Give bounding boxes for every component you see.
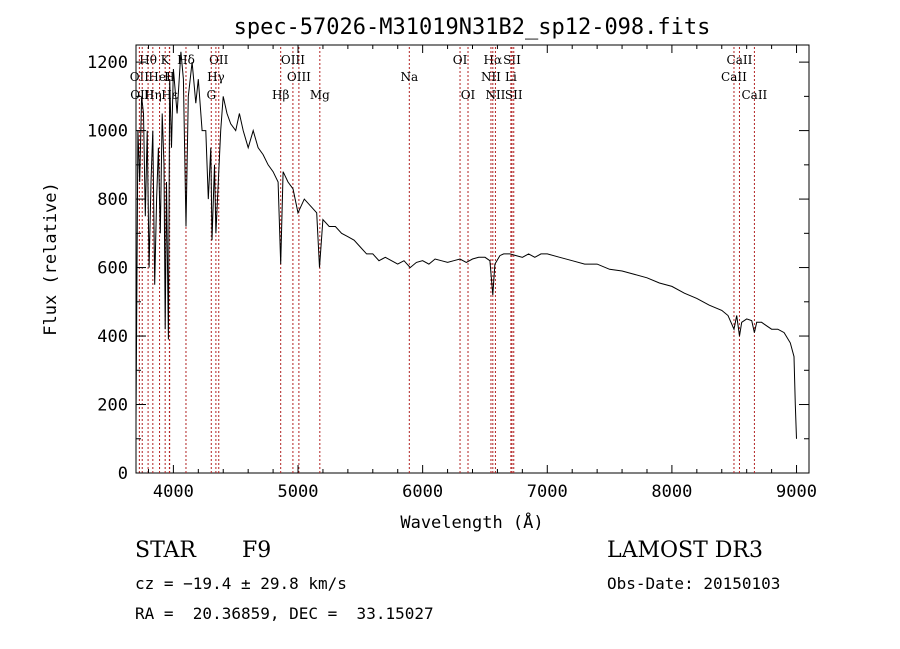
x-axis-label: Wavelength (Å) [400,511,543,533]
y-axis-label: Flux (relative) [41,182,61,336]
line-label: Hβ [272,88,289,102]
y-tick-label: 800 [97,190,128,210]
y-tick-label: 1000 [87,122,128,142]
line-label: SII [503,53,521,67]
y-tick-label: 400 [97,327,128,347]
line-label: Hη [144,88,162,102]
line-label: NII [481,70,501,84]
line-label: Hγ [207,70,225,84]
y-tick-label: 600 [97,259,128,279]
line-label: OI [461,88,476,102]
x-tick-label: 6000 [402,482,443,502]
line-label: OII [130,70,150,84]
line-label: OII [209,53,229,67]
line-label: CaII [727,53,753,67]
line-label: OI [453,53,468,67]
class-label: STAR [135,538,196,563]
line-label: G [206,88,216,102]
redshift-text: cz = −19.4 ± 29.8 km/s [135,574,347,593]
axis-ticks: 4000 5000 6000 7000 8000 9000 0 200 400 600 800 100… [87,45,817,502]
y-tick-label: 200 [97,396,128,416]
line-label: NII [485,88,505,102]
radec-text: RA = 20.36859, DEC = 33.15027 [135,604,434,623]
x-tick-label: 4000 [153,482,194,502]
chart-title: spec-57026-M31019N31B2_sp12-098.fits [234,15,711,40]
x-tick-label: 9000 [776,482,817,502]
line-label: Li [505,70,517,84]
x-tick-label: 5000 [278,482,319,502]
line-label: Mg [310,88,330,102]
line-label: CaII [741,88,767,102]
survey-label: LAMOST DR3 [607,538,763,563]
x-tick-label: 8000 [651,482,692,502]
line-label: SII [505,88,523,102]
line-label: OIII [130,88,154,102]
y-tick-label: 0 [118,464,128,484]
y-tick-label: 1200 [87,53,128,73]
line-label: OIII [287,70,311,84]
line-label: HeI [148,70,171,84]
spectrum-line [135,51,797,439]
obs-date-text: Obs-Date: 20150103 [607,574,781,593]
x-tick-label: 7000 [527,482,568,502]
line-label: OIII [281,53,305,67]
line-label: CaII [721,70,747,84]
line-label: Na [400,70,418,84]
emission-line-markers: HθKHδOIIOIIIOIHαSIICaIIOIIHeIHHγOIIINaNI… [130,47,768,473]
line-label: K [161,53,171,67]
line-label: Hα [484,53,503,67]
subclass-label: F9 [242,538,272,563]
